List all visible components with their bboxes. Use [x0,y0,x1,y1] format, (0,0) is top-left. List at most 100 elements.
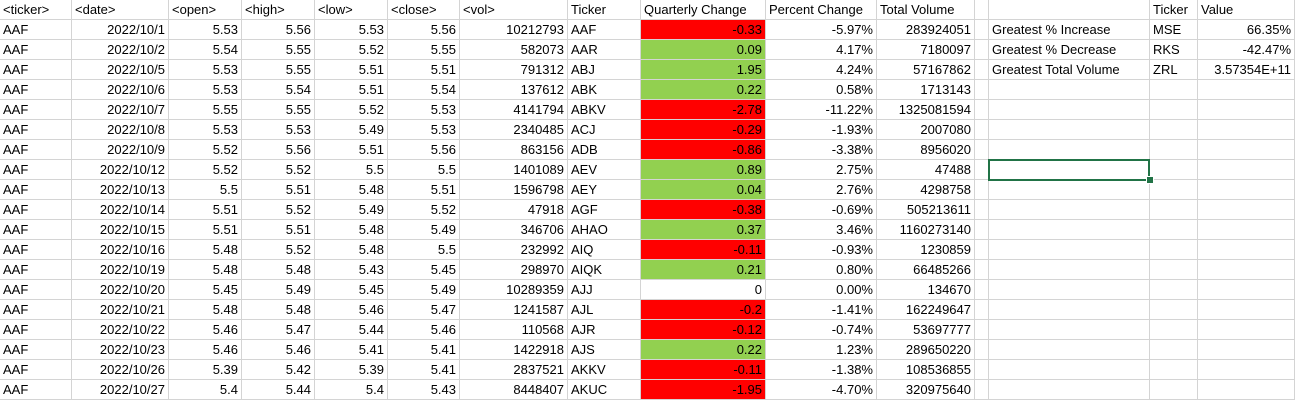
raw-low-cell[interactable]: 5.43 [315,260,388,280]
percent-change-cell[interactable]: -0.74% [766,320,877,340]
total-volume-cell[interactable]: 8956020 [877,140,975,160]
quarterly-change-cell[interactable]: 0.37 [641,220,766,240]
raw-vol-cell[interactable]: 137612 [460,80,568,100]
raw-high-cell[interactable]: 5.55 [242,40,315,60]
raw-date-cell[interactable]: 2022/10/15 [72,220,169,240]
raw-ticker-cell[interactable]: AAF [0,160,72,180]
empty-cell[interactable] [1150,360,1198,380]
raw-date-cell[interactable]: 2022/10/22 [72,320,169,340]
empty-cell[interactable] [1150,180,1198,200]
empty-cell[interactable] [1150,240,1198,260]
percent-change-cell[interactable]: -4.70% [766,380,877,400]
raw-close-cell[interactable]: 5.54 [388,80,460,100]
raw-close-cell[interactable]: 5.47 [388,300,460,320]
header-cell-k[interactable]: Total Volume [877,0,975,20]
total-volume-cell[interactable]: 320975640 [877,380,975,400]
raw-date-cell[interactable]: 2022/10/16 [72,240,169,260]
percent-change-cell[interactable]: 3.46% [766,220,877,240]
summary-ticker-cell[interactable]: ABKV [568,100,641,120]
total-volume-cell[interactable]: 66485266 [877,260,975,280]
raw-ticker-cell[interactable]: AAF [0,280,72,300]
raw-date-cell[interactable]: 2022/10/19 [72,260,169,280]
quarterly-change-cell[interactable]: -0.11 [641,360,766,380]
empty-cell[interactable] [975,120,989,140]
raw-date-cell[interactable]: 2022/10/6 [72,80,169,100]
empty-cell[interactable] [989,280,1150,300]
raw-close-cell[interactable]: 5.49 [388,220,460,240]
quarterly-change-cell[interactable]: -0.33 [641,20,766,40]
raw-low-cell[interactable]: 5.48 [315,180,388,200]
raw-ticker-cell[interactable]: AAF [0,180,72,200]
total-volume-cell[interactable]: 1160273140 [877,220,975,240]
raw-date-cell[interactable]: 2022/10/12 [72,160,169,180]
raw-low-cell[interactable]: 5.5 [315,160,388,180]
raw-vol-cell[interactable]: 47918 [460,200,568,220]
raw-vol-cell[interactable]: 346706 [460,220,568,240]
empty-cell[interactable] [1198,340,1295,360]
total-volume-cell[interactable]: 505213611 [877,200,975,220]
header-cell-h[interactable]: Ticker [568,0,641,20]
raw-vol-cell[interactable]: 110568 [460,320,568,340]
total-volume-cell[interactable]: 108536855 [877,360,975,380]
percent-change-cell[interactable]: -1.41% [766,300,877,320]
raw-ticker-cell[interactable]: AAF [0,120,72,140]
raw-high-cell[interactable]: 5.52 [242,240,315,260]
raw-close-cell[interactable]: 5.46 [388,320,460,340]
empty-cell[interactable] [1150,260,1198,280]
summary-ticker-cell[interactable]: AEY [568,180,641,200]
quarterly-change-cell[interactable]: 0.21 [641,260,766,280]
raw-high-cell[interactable]: 5.53 [242,120,315,140]
empty-cell[interactable] [1198,80,1295,100]
raw-low-cell[interactable]: 5.41 [315,340,388,360]
raw-ticker-cell[interactable]: AAF [0,140,72,160]
raw-date-cell[interactable]: 2022/10/13 [72,180,169,200]
raw-ticker-cell[interactable]: AAF [0,80,72,100]
empty-cell[interactable] [1150,160,1198,180]
percent-change-cell[interactable]: 0.00% [766,280,877,300]
empty-cell[interactable] [1150,120,1198,140]
raw-high-cell[interactable]: 5.56 [242,20,315,40]
total-volume-cell[interactable]: 47488 [877,160,975,180]
total-volume-cell[interactable]: 2007080 [877,120,975,140]
total-volume-cell[interactable]: 4298758 [877,180,975,200]
raw-vol-cell[interactable]: 8448407 [460,380,568,400]
empty-cell[interactable] [1198,260,1295,280]
empty-cell[interactable] [1150,380,1198,400]
empty-cell[interactable] [975,180,989,200]
quarterly-change-cell[interactable]: 0.09 [641,40,766,60]
greatest-label-cell[interactable]: Greatest % Increase [989,20,1150,40]
summary-ticker-cell[interactable]: AAF [568,20,641,40]
raw-date-cell[interactable]: 2022/10/27 [72,380,169,400]
empty-cell[interactable] [1198,380,1295,400]
raw-ticker-cell[interactable]: AAF [0,380,72,400]
raw-date-cell[interactable]: 2022/10/7 [72,100,169,120]
empty-cell[interactable] [975,140,989,160]
empty-cell[interactable] [989,120,1150,140]
empty-cell[interactable] [1198,220,1295,240]
empty-cell[interactable] [975,200,989,220]
summary-ticker-cell[interactable]: AKKV [568,360,641,380]
quarterly-change-cell[interactable]: 1.95 [641,60,766,80]
raw-high-cell[interactable]: 5.54 [242,80,315,100]
empty-cell[interactable] [975,320,989,340]
percent-change-cell[interactable]: 2.76% [766,180,877,200]
empty-cell[interactable] [1198,300,1295,320]
raw-low-cell[interactable]: 5.44 [315,320,388,340]
empty-cell[interactable] [1150,220,1198,240]
raw-vol-cell[interactable]: 1241587 [460,300,568,320]
raw-close-cell[interactable]: 5.55 [388,40,460,60]
raw-close-cell[interactable]: 5.45 [388,260,460,280]
total-volume-cell[interactable]: 162249647 [877,300,975,320]
raw-high-cell[interactable]: 5.55 [242,100,315,120]
raw-open-cell[interactable]: 5.51 [169,200,242,220]
raw-high-cell[interactable]: 5.46 [242,340,315,360]
percent-change-cell[interactable]: 1.23% [766,340,877,360]
greatest-label-cell[interactable]: Greatest % Decrease [989,40,1150,60]
raw-open-cell[interactable]: 5.4 [169,380,242,400]
greatest-ticker-cell[interactable]: ZRL [1150,60,1198,80]
percent-change-cell[interactable]: -0.93% [766,240,877,260]
raw-ticker-cell[interactable]: AAF [0,300,72,320]
quarterly-change-cell[interactable]: -0.86 [641,140,766,160]
empty-cell[interactable] [989,380,1150,400]
raw-open-cell[interactable]: 5.53 [169,80,242,100]
